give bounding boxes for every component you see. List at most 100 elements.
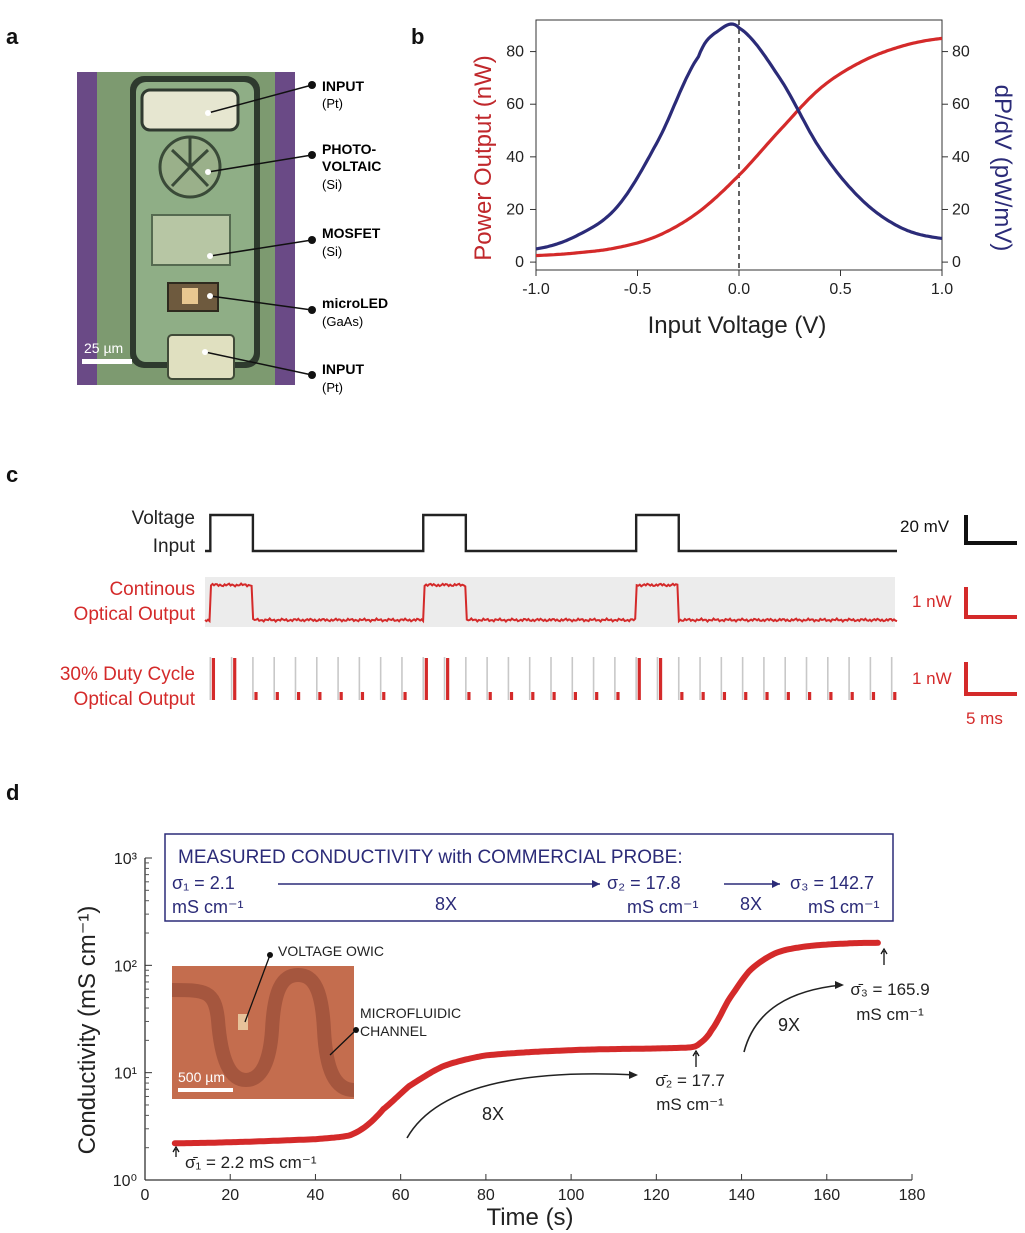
chart-b-xtick-label: 1.0 <box>931 281 953 298</box>
duty-pulse <box>382 692 386 700</box>
meas-sigma1: σ̄₁ = 2.2 mS cm⁻¹ <box>185 1153 317 1172</box>
chart-c: Voltage Input Continous Optical Output 30%… <box>60 508 1017 728</box>
duty-pulse <box>296 692 301 700</box>
probe-box-title: MEASURED CONDUCTIVITY with COMMERCIAL PR… <box>178 847 683 868</box>
duty-pulse <box>318 692 322 700</box>
duty-pulse <box>467 692 471 700</box>
chart-d-ytick-label: 10⁰ <box>113 1173 137 1190</box>
chart-d-xtick-label: 140 <box>728 1187 755 1204</box>
curve-ratio-2: 9X <box>778 1015 800 1035</box>
duty-pulse <box>509 692 514 700</box>
probe-box <box>164 833 894 922</box>
duty-pulse <box>765 692 769 700</box>
panel-label-a: a <box>6 24 19 49</box>
scale-bar-25um <box>82 359 132 364</box>
chart-b-ytick-right-label: 80 <box>952 44 970 61</box>
probe-sigma1: σ₁ = 2.1 <box>172 873 235 893</box>
callout-input-bottom-material: (Pt) <box>322 380 343 395</box>
chart-d-xtick-label: 100 <box>558 1187 585 1204</box>
duty-pulse <box>658 658 663 700</box>
callout-photovoltaic-material: (Si) <box>322 177 342 192</box>
duty-pulse <box>850 692 854 700</box>
duty-pulse <box>616 692 620 700</box>
probe-sigma3: σ₃ = 142.7 <box>790 873 874 893</box>
chart-b-ytick-left-label: 60 <box>506 96 524 113</box>
scalebar-1nW-a-label: 1 nW <box>912 592 952 611</box>
device-micrograph: 25 µm <box>77 72 295 385</box>
chart-b-ytick-right-label: 20 <box>952 201 970 218</box>
scalebar-1nW-b-label: 1 nW <box>912 669 952 688</box>
chart-d-ytick-label: 10¹ <box>114 1066 137 1083</box>
conductivity-line <box>171 939 881 1147</box>
voltage-trace <box>205 513 897 553</box>
scalebar-1nW-b <box>964 662 1017 696</box>
chart-d: 0 20 40 60 80 100 120 140 160 180 10⁰ 10¹ 10² 10³ Tim… <box>74 833 930 1231</box>
chart-d-xtick-label: 20 <box>221 1187 239 1204</box>
duty-pulse <box>637 658 641 700</box>
duty-pulse <box>808 692 812 700</box>
duty-pulse <box>531 692 535 700</box>
chart-d-ylabel: Conductivity (mS cm⁻¹) <box>74 906 101 1155</box>
callout-mosfet: MOSFET <box>322 225 381 241</box>
duty-pulse <box>360 692 365 700</box>
microfluidic-inset: 500 µm <box>171 952 359 1099</box>
chart-b-ytick-left-label: 40 <box>506 149 524 166</box>
dpdv-line <box>535 22 943 251</box>
chart-b-ylabel-left: Power Output (nW) <box>470 55 497 260</box>
chart-d-xtick-label: 80 <box>477 1187 495 1204</box>
callout-microled-material: (GaAs) <box>322 314 363 329</box>
duty-pulse <box>573 692 577 700</box>
chart-b-xtick-label: 0.0 <box>728 281 750 298</box>
chart-d-xtick-label: 180 <box>899 1187 926 1204</box>
panel-label-d: d <box>6 780 19 805</box>
duty-pulse <box>722 692 727 700</box>
chart-b-ylabel-right: dP/dV (pW/mV) <box>989 85 1016 252</box>
trace-label-duty: 30% Duty Cycle Optical Output <box>60 664 196 710</box>
scalebar-1nW-a <box>964 587 1017 619</box>
panel-label-c: c <box>6 462 18 487</box>
chart-b-ytick-right-label: 40 <box>952 149 970 166</box>
chart-b-xtick-label: -1.0 <box>522 281 550 298</box>
duty-pulse <box>403 692 407 700</box>
callout-mosfet-material: (Si) <box>322 244 342 259</box>
power-output-line <box>536 36 943 258</box>
chart-b-ytick-left-label: 0 <box>515 254 524 271</box>
chart-d-xtick-label: 120 <box>643 1187 670 1204</box>
inset-label-owic: VOLTAGE OWIC <box>278 943 384 959</box>
duty-pulse <box>552 692 556 700</box>
callout-microled: microLED <box>322 295 388 311</box>
duty-pulse <box>893 692 897 700</box>
duty-pulse <box>680 692 684 700</box>
duty-pulse <box>446 658 450 700</box>
panel-label-b: b <box>411 24 424 49</box>
trace-label-voltage: Voltage Input <box>132 508 196 557</box>
callouts-a: INPUT (Pt) PHOTO-VOLTAIC (Si) MOSFET (Si… <box>202 78 388 395</box>
chart-b-ytick-right-label: 0 <box>952 254 961 271</box>
duty-pulse <box>829 692 833 700</box>
scale-bar-label: 25 µm <box>84 340 123 356</box>
duty-pulse <box>701 692 705 700</box>
scalebar-20mV <box>964 515 1017 545</box>
duty-pulse <box>595 692 599 700</box>
trace-label-continuous: Continous Optical Output <box>74 579 196 625</box>
probe-sigma1-unit: mS cm⁻¹ <box>172 897 244 917</box>
chart-d-xlabel: Time (s) <box>486 1204 573 1231</box>
duty-pulse <box>211 658 216 700</box>
duty-pulse <box>275 692 279 700</box>
probe-sigma3-unit: mS cm⁻¹ <box>808 897 880 917</box>
duty-pulse <box>488 692 492 700</box>
callout-photovoltaic: PHOTO-VOLTAIC <box>322 141 381 174</box>
duty-pulse <box>871 692 876 700</box>
continuous-optical-trace <box>204 582 898 624</box>
inset-label-channel: MICROFLUIDIC CHANNEL <box>360 1005 461 1039</box>
duty-pulse <box>786 692 790 700</box>
chart-d-ytick-label: 10³ <box>114 851 138 868</box>
probe-ratio-2: 8X <box>740 894 762 914</box>
chart-b-ytick-left-label: 20 <box>506 201 524 218</box>
meas-sigma3: σ̄₃ = 165.9 mS cm⁻¹ <box>850 980 929 1024</box>
duty-pulse <box>744 692 748 700</box>
chart-d-ytick-label: 10² <box>114 958 138 975</box>
chart-b-xlabel: Input Voltage (V) <box>648 312 827 339</box>
chart-b-ytick-left-label: 80 <box>506 44 524 61</box>
probe-ratio-1: 8X <box>435 894 457 914</box>
